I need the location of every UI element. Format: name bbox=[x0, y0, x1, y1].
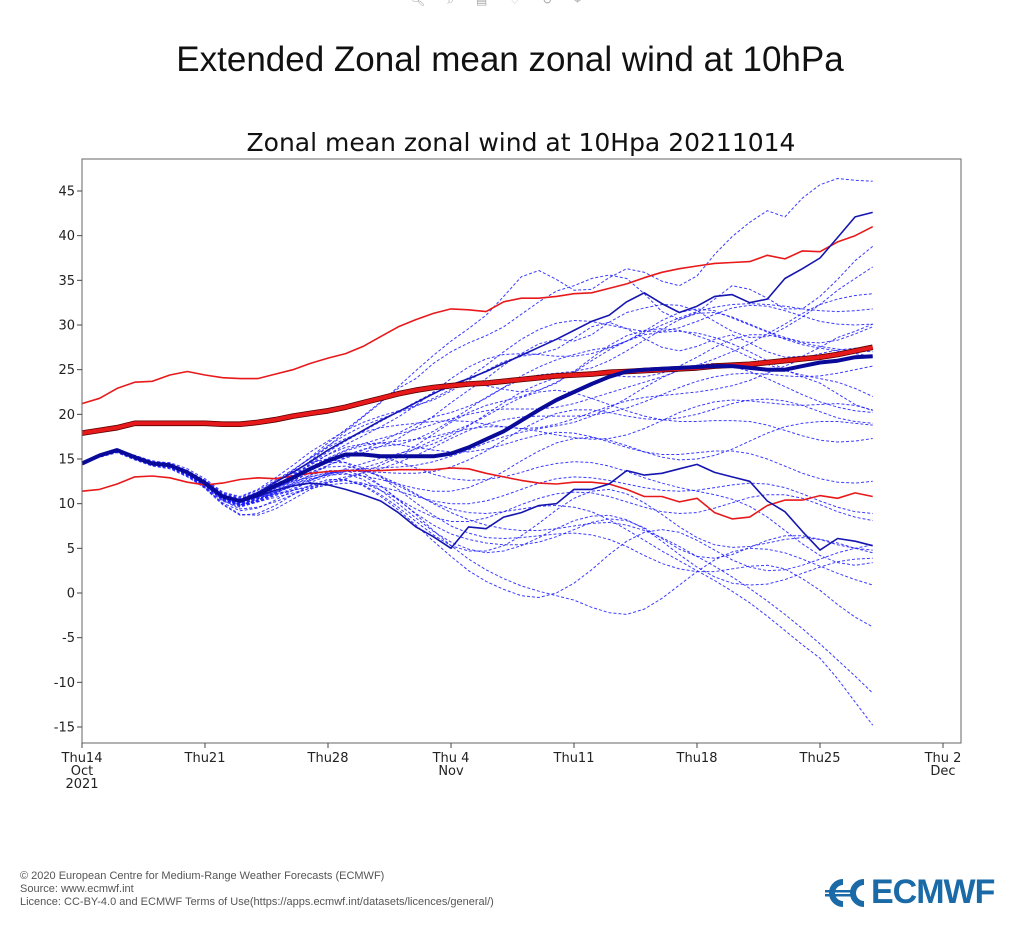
licence-text: Licence: CC-BY-4.0 and ECMWF Terms of Us… bbox=[20, 896, 494, 908]
series-line-member-07 bbox=[81, 330, 873, 508]
zoom-out-icon[interactable]: ⌕ bbox=[447, 0, 454, 7]
series-line-member-26 bbox=[81, 449, 874, 726]
chart: Zonal mean zonal wind at 10Hpa 20211014 … bbox=[54, 128, 962, 792]
series-line-member-29 bbox=[81, 389, 873, 506]
y-tick-label: -15 bbox=[54, 721, 75, 736]
x-tick-label: Thu14 bbox=[61, 751, 103, 766]
zoom-in-icon[interactable]: 🔍︎ bbox=[410, 0, 426, 7]
series-line-member-01 bbox=[81, 178, 873, 506]
series-line-member-10 bbox=[81, 293, 873, 501]
ecmwf-logo-text: ECMWF bbox=[871, 873, 995, 911]
x-tick-label: Dec bbox=[930, 764, 955, 779]
series-line-member-27 bbox=[81, 450, 873, 566]
y-tick-label: 35 bbox=[58, 274, 75, 289]
heart-icon[interactable]: ♡ bbox=[509, 0, 521, 7]
series-line-member-02 bbox=[81, 246, 874, 501]
y-tick-label: 25 bbox=[58, 363, 75, 378]
series-line-control-low bbox=[81, 449, 873, 551]
refresh-icon[interactable]: ↻ bbox=[542, 0, 553, 7]
series-line-member-16 bbox=[81, 421, 873, 502]
series-line-climatology-max bbox=[81, 225, 874, 405]
save-icon[interactable]: ▤ bbox=[475, 0, 488, 7]
series-line-climatology-mean bbox=[81, 345, 874, 436]
series-line-member-31 bbox=[81, 303, 873, 505]
x-tick-label: Thu25 bbox=[799, 751, 841, 766]
plot-frame bbox=[81, 158, 962, 744]
y-tick-label: 30 bbox=[58, 319, 75, 334]
series-line-member-06 bbox=[81, 312, 873, 499]
x-tick-label: Thu28 bbox=[307, 751, 349, 766]
plot-toolbar: 🔍︎ ⌕ ▤ ♡ ↻ ⌖ bbox=[410, 0, 610, 8]
x-tick-label: Thu18 bbox=[676, 751, 718, 766]
series-line-control-high bbox=[81, 211, 873, 501]
series-line-member-21 bbox=[81, 451, 873, 598]
series-line-member-22 bbox=[81, 449, 873, 586]
x-tick-label: 2021 bbox=[65, 777, 98, 792]
series-line-ensemble-mean bbox=[81, 354, 873, 503]
crop-icon[interactable]: ⌖ bbox=[574, 0, 581, 7]
source-text: Source: www.ecmwf.int bbox=[20, 883, 134, 895]
y-tick-label: 40 bbox=[58, 229, 75, 244]
series-line-member-25 bbox=[81, 451, 874, 694]
series-line-member-19 bbox=[81, 450, 873, 554]
y-tick-label: -5 bbox=[62, 631, 75, 646]
series-line-member-17 bbox=[81, 451, 873, 514]
series-line-member-11 bbox=[81, 365, 873, 507]
x-tick-label: Thu11 bbox=[553, 751, 595, 766]
chart-title: Zonal mean zonal wind at 10Hpa 20211014 bbox=[247, 128, 796, 157]
series-line-member-23 bbox=[81, 450, 873, 615]
x-tick-label: Nov bbox=[438, 764, 464, 779]
x-tick-label: Thu 4 bbox=[432, 751, 470, 766]
y-tick-label: -10 bbox=[54, 676, 75, 691]
y-tick-label: 10 bbox=[58, 497, 75, 512]
y-tick-label: 0 bbox=[67, 587, 75, 602]
series-line-member-14 bbox=[81, 399, 873, 503]
x-tick-label: Oct bbox=[71, 764, 93, 779]
series-line-member-28 bbox=[81, 431, 873, 504]
copyright-text: © 2020 European Centre for Medium-Range … bbox=[20, 870, 385, 882]
series-line-member-20 bbox=[81, 449, 873, 559]
y-tick-label: 5 bbox=[67, 542, 75, 557]
ecmwf-logo-icon bbox=[825, 878, 865, 907]
series-line-member-30 bbox=[81, 304, 873, 502]
y-tick-label: 20 bbox=[58, 408, 75, 423]
x-tick-label: Thu 2 bbox=[924, 751, 962, 766]
page-title: Extended Zonal mean zonal wind at 10hPa bbox=[176, 40, 844, 79]
footer: © 2020 European Centre for Medium-Range … bbox=[20, 870, 494, 909]
series-line-climatology-min bbox=[81, 467, 873, 520]
y-tick-label: 45 bbox=[58, 185, 75, 200]
series-line-member-18 bbox=[81, 449, 873, 522]
series-line-member-04 bbox=[81, 321, 873, 497]
x-tick-label: Thu21 bbox=[184, 751, 226, 766]
y-tick-label: 15 bbox=[58, 453, 75, 468]
ecmwf-logo: ECMWF bbox=[823, 873, 995, 912]
